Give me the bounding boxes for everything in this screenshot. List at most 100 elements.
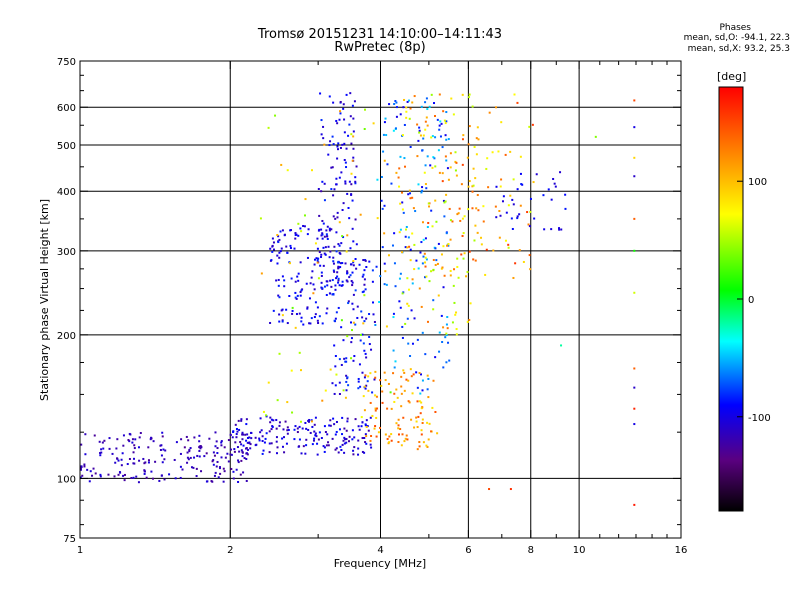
data-point bbox=[351, 281, 354, 284]
data-point bbox=[80, 466, 83, 469]
data-point bbox=[143, 472, 146, 475]
data-point bbox=[354, 218, 357, 221]
data-point bbox=[291, 411, 294, 414]
data-point bbox=[315, 435, 318, 438]
data-point bbox=[142, 457, 145, 460]
data-point bbox=[422, 134, 425, 137]
data-point bbox=[212, 463, 215, 466]
data-point bbox=[280, 309, 283, 312]
data-point bbox=[558, 228, 561, 231]
data-point bbox=[161, 461, 164, 464]
data-point bbox=[457, 212, 460, 215]
data-point bbox=[345, 438, 348, 441]
y-tick-label: 500 bbox=[57, 141, 76, 152]
data-point bbox=[633, 126, 636, 129]
data-point bbox=[501, 200, 504, 203]
data-point bbox=[283, 451, 286, 454]
data-point bbox=[482, 220, 485, 223]
data-point bbox=[438, 93, 441, 96]
data-point bbox=[409, 145, 412, 148]
data-point bbox=[374, 370, 377, 373]
data-point bbox=[327, 245, 330, 248]
data-point bbox=[348, 217, 351, 220]
data-point bbox=[322, 246, 325, 249]
data-point bbox=[425, 187, 428, 190]
data-point bbox=[187, 439, 190, 442]
data-point bbox=[239, 441, 242, 444]
data-point bbox=[420, 373, 423, 376]
data-point bbox=[242, 471, 245, 474]
data-point bbox=[332, 293, 335, 296]
data-point bbox=[426, 124, 429, 127]
data-point bbox=[99, 451, 102, 454]
data-point bbox=[352, 293, 355, 296]
data-point bbox=[240, 418, 243, 421]
data-point bbox=[179, 452, 182, 455]
data-point bbox=[259, 417, 262, 420]
data-point bbox=[245, 418, 248, 421]
data-point bbox=[235, 436, 238, 439]
data-point bbox=[422, 238, 425, 241]
data-point bbox=[352, 260, 355, 263]
data-point bbox=[344, 262, 347, 265]
data-point bbox=[413, 243, 416, 246]
data-point bbox=[240, 443, 243, 446]
data-point bbox=[147, 461, 150, 464]
data-point bbox=[294, 296, 297, 299]
data-point bbox=[409, 259, 412, 262]
data-point bbox=[445, 111, 448, 114]
data-point bbox=[408, 189, 411, 192]
data-point bbox=[421, 186, 424, 189]
data-point bbox=[360, 310, 363, 313]
data-point bbox=[349, 263, 352, 266]
data-point bbox=[426, 445, 429, 448]
data-point bbox=[511, 227, 514, 230]
data-point bbox=[331, 279, 334, 282]
data-point bbox=[318, 431, 321, 434]
data-point bbox=[633, 407, 636, 410]
data-point bbox=[519, 172, 522, 175]
data-point bbox=[399, 113, 402, 116]
data-point bbox=[376, 407, 379, 410]
data-point bbox=[342, 236, 345, 239]
data-point bbox=[231, 436, 234, 439]
data-point bbox=[160, 444, 163, 447]
data-point bbox=[132, 457, 135, 460]
data-point bbox=[357, 425, 360, 428]
data-point bbox=[272, 419, 275, 422]
data-point bbox=[316, 247, 319, 250]
data-point bbox=[117, 473, 120, 476]
data-point bbox=[215, 440, 218, 443]
data-point bbox=[267, 381, 270, 384]
data-point bbox=[362, 290, 365, 293]
data-point bbox=[216, 447, 219, 450]
data-point bbox=[447, 178, 450, 181]
data-point bbox=[398, 300, 401, 303]
data-point bbox=[329, 419, 332, 422]
data-point bbox=[328, 227, 331, 230]
data-point bbox=[349, 274, 352, 277]
data-point bbox=[154, 460, 157, 463]
data-point bbox=[339, 266, 342, 269]
data-point bbox=[413, 95, 416, 98]
data-point bbox=[516, 215, 519, 218]
data-point bbox=[334, 217, 337, 220]
data-point bbox=[103, 439, 106, 442]
data-point bbox=[395, 106, 398, 109]
data-point bbox=[403, 123, 406, 126]
data-point bbox=[403, 371, 406, 374]
data-point bbox=[406, 302, 409, 305]
data-point bbox=[633, 423, 636, 426]
data-point bbox=[352, 147, 355, 150]
data-point bbox=[316, 442, 319, 445]
data-point bbox=[361, 333, 364, 336]
data-point bbox=[360, 416, 363, 419]
data-point bbox=[383, 204, 386, 207]
data-point bbox=[393, 392, 396, 395]
data-point bbox=[269, 247, 272, 250]
data-point bbox=[467, 143, 470, 146]
data-point bbox=[293, 247, 296, 250]
data-point bbox=[418, 400, 421, 403]
data-point bbox=[424, 120, 427, 123]
